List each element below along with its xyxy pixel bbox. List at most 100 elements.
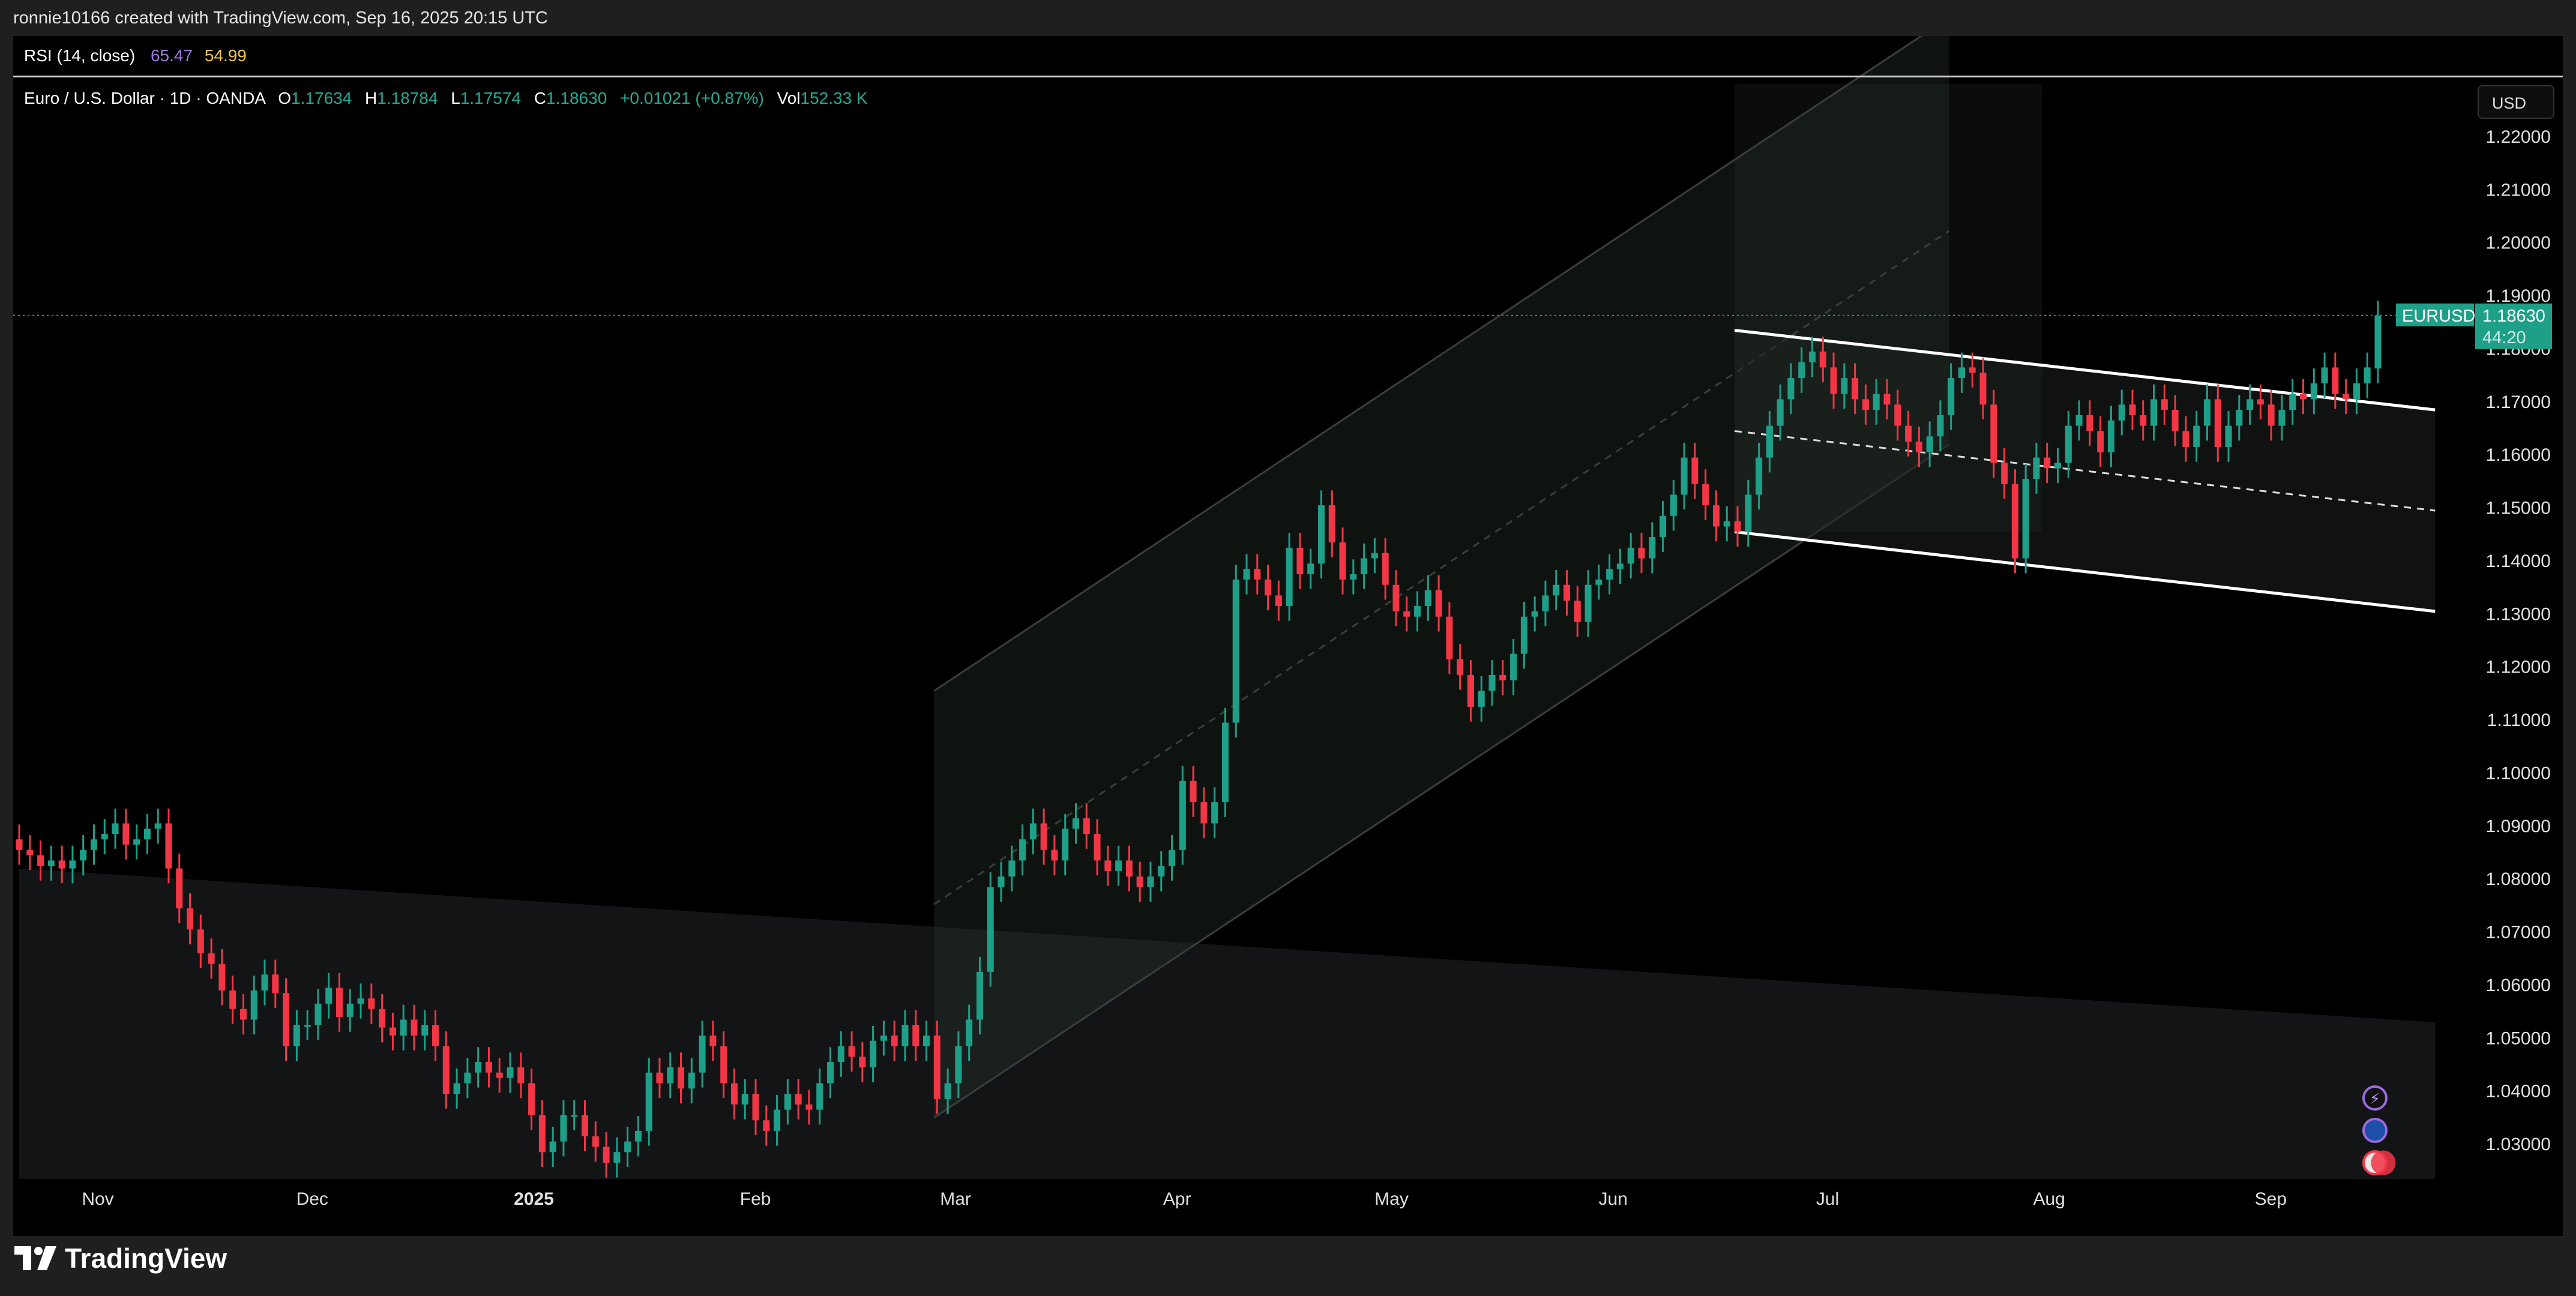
candle-body — [763, 1120, 770, 1131]
open-label: O — [278, 89, 291, 107]
candle-body — [197, 929, 204, 953]
channel-upper-line-1[interactable] — [933, 36, 1949, 692]
channel-mid-line-1[interactable] — [933, 230, 1950, 905]
candle-body — [581, 1115, 589, 1136]
candle-body — [69, 860, 76, 869]
channel-lower-line-1[interactable] — [933, 443, 1950, 1119]
candle-body — [538, 1115, 546, 1153]
rsi-pane[interactable]: RSI (14, close) 65.47 54.99 — [13, 36, 2563, 77]
price-tag-value-box[interactable] — [2475, 303, 2552, 349]
change-value: +0.01021 (+0.87%) — [620, 89, 764, 107]
candle-body — [1606, 569, 1613, 580]
price-tick-label: 1.20000 — [2486, 233, 2551, 253]
symbol-description[interactable]: Euro / U.S. Dollar · 1D · OANDA — [24, 89, 265, 107]
candle-body — [1926, 436, 1933, 452]
globe-icon[interactable] — [2362, 1118, 2388, 1143]
candle-body — [1414, 606, 1421, 617]
candle-body — [154, 823, 161, 829]
candle-body — [2214, 399, 2221, 447]
time-tick-label: Nov — [82, 1189, 113, 1209]
candle-body — [1125, 860, 1133, 877]
candle-body — [634, 1130, 642, 1142]
candle-body — [837, 1046, 844, 1063]
candle-body — [1392, 584, 1400, 611]
price-tick-label: 1.05000 — [2486, 1028, 2551, 1048]
candle-body — [880, 1035, 887, 1041]
candle-body — [560, 1115, 567, 1142]
time-tick-label: 2025 — [514, 1189, 554, 1209]
candle-body — [2268, 404, 2275, 426]
close-label: C — [534, 89, 547, 107]
candle-body — [379, 1009, 386, 1028]
rsi-title: RSI (14, close) — [24, 46, 136, 65]
candle-body — [2343, 394, 2350, 400]
candle-body — [165, 823, 172, 869]
candle-body — [1787, 378, 1795, 400]
channel-upper-line-2[interactable] — [1734, 329, 2436, 412]
candle-body — [549, 1141, 556, 1153]
tradingview-logo[interactable]: TradingView — [14, 1243, 227, 1274]
price-tick-label: 1.10000 — [2486, 763, 2551, 783]
price-tag-symbol-box[interactable] — [2396, 303, 2474, 326]
price-axis[interactable] — [2474, 36, 2563, 1236]
price-tick-label: 1.07000 — [2486, 923, 2551, 943]
candle-body — [2278, 410, 2286, 426]
candle-body — [1948, 378, 1955, 415]
chart-frame[interactable]: 1.22000 1.21000 1.20000 1.19000 1.18000 1.170… — [13, 36, 2563, 1236]
candle-body — [1638, 547, 1645, 559]
candle-body — [1275, 595, 1282, 607]
us-flag-icon-secondary[interactable] — [2371, 1150, 2396, 1175]
candle-body — [1179, 781, 1186, 850]
candle-body — [955, 1046, 962, 1084]
candle-body — [966, 1019, 973, 1046]
candle-body — [357, 998, 364, 1004]
candle-body — [432, 1025, 439, 1046]
candle-body — [1808, 351, 1816, 362]
candle-body — [293, 1025, 300, 1046]
candle-body — [304, 1025, 311, 1027]
price-chart[interactable]: 1.220001.210001.200001.190001.180001.170… — [13, 36, 2563, 1236]
price-tick-label: 1.03000 — [2486, 1135, 2551, 1154]
candle-body — [613, 1152, 621, 1163]
candle-body — [485, 1062, 492, 1073]
candle-body — [1691, 457, 1699, 484]
candle-body — [2054, 463, 2062, 469]
time-axis[interactable] — [13, 1179, 2563, 1236]
candle-body — [1457, 659, 1464, 675]
candle-body — [826, 1062, 834, 1084]
candle-body — [1723, 521, 1730, 527]
candle-body — [2193, 425, 2200, 447]
channel-fill-1[interactable] — [934, 36, 1949, 1118]
candle-body — [730, 1083, 738, 1105]
candle-body — [1510, 653, 1517, 680]
candle-body — [1852, 378, 1859, 400]
candle-body — [2086, 415, 2093, 431]
candle-body — [2044, 457, 2051, 469]
candle-body — [2118, 404, 2125, 421]
candle-body — [1915, 442, 1922, 452]
volume-label: Vol — [777, 89, 801, 107]
price-tick-label: 1.17000 — [2486, 392, 2551, 412]
lightning-icon[interactable] — [2362, 1085, 2388, 1111]
candle-body — [870, 1040, 877, 1067]
candle-body — [1371, 553, 1378, 559]
candle-body — [2182, 431, 2189, 447]
candle-body — [1254, 569, 1261, 580]
shaded-zone[interactable] — [19, 868, 2436, 1179]
candle-body — [1499, 674, 1506, 680]
candle-body — [368, 998, 375, 1009]
candle-body — [1478, 691, 1485, 707]
candle-body — [1072, 818, 1080, 829]
candle-body — [1317, 505, 1325, 564]
candle-body — [1136, 876, 1143, 887]
candle-body — [475, 1062, 482, 1073]
candle-body — [848, 1046, 855, 1057]
channel-lower-line-2[interactable] — [1734, 530, 2436, 613]
currency-button[interactable]: USD — [2478, 85, 2554, 119]
candle-body — [816, 1083, 823, 1110]
candle-body — [26, 850, 34, 856]
candle-body — [325, 988, 333, 1004]
channel-mid-line-2[interactable] — [1735, 430, 2436, 512]
candle-body — [1777, 399, 1784, 426]
candle-body — [37, 855, 44, 866]
